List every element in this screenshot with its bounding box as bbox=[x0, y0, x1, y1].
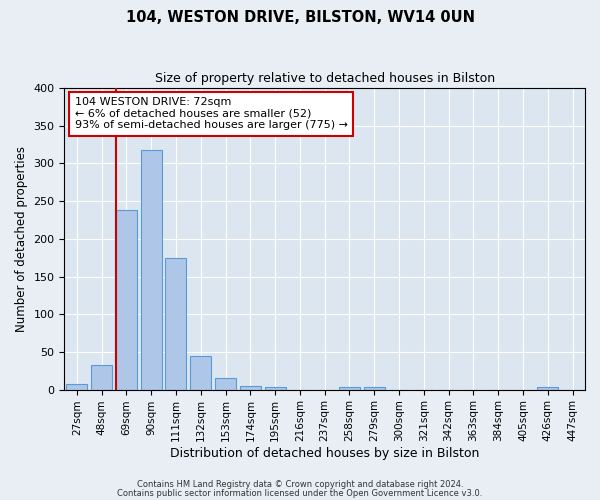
Title: Size of property relative to detached houses in Bilston: Size of property relative to detached ho… bbox=[155, 72, 495, 86]
Bar bbox=[240, 386, 261, 390]
Text: 104, WESTON DRIVE, BILSTON, WV14 0UN: 104, WESTON DRIVE, BILSTON, WV14 0UN bbox=[125, 10, 475, 25]
Bar bbox=[190, 356, 211, 390]
Bar bbox=[166, 258, 187, 390]
Bar bbox=[66, 384, 88, 390]
Bar bbox=[140, 150, 162, 390]
Bar bbox=[215, 378, 236, 390]
Text: 104 WESTON DRIVE: 72sqm
← 6% of detached houses are smaller (52)
93% of semi-det: 104 WESTON DRIVE: 72sqm ← 6% of detached… bbox=[75, 97, 348, 130]
Bar bbox=[339, 386, 360, 390]
X-axis label: Distribution of detached houses by size in Bilston: Distribution of detached houses by size … bbox=[170, 447, 479, 460]
Text: Contains public sector information licensed under the Open Government Licence v3: Contains public sector information licen… bbox=[118, 488, 482, 498]
Text: Contains HM Land Registry data © Crown copyright and database right 2024.: Contains HM Land Registry data © Crown c… bbox=[137, 480, 463, 489]
Bar bbox=[91, 366, 112, 390]
Bar bbox=[364, 388, 385, 390]
Bar bbox=[537, 388, 559, 390]
Bar bbox=[116, 210, 137, 390]
Bar bbox=[265, 386, 286, 390]
Y-axis label: Number of detached properties: Number of detached properties bbox=[15, 146, 28, 332]
